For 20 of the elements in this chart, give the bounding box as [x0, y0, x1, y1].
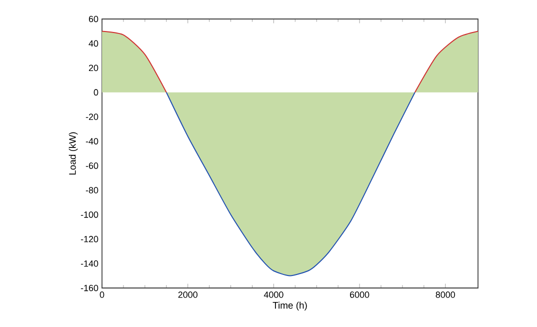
y-tick-label: 40	[88, 40, 98, 47]
x-tick-label: 2000	[178, 292, 198, 298]
y-tick-label: -140	[80, 260, 98, 267]
y-tick-label: 20	[88, 64, 98, 72]
y-tick-label: -40	[86, 138, 98, 144]
line-series	[166, 92, 416, 276]
y-tick-label: -60	[86, 162, 98, 169]
x-axis-title: Time (h)	[272, 302, 307, 311]
y-tick-label: -160	[80, 284, 98, 292]
y-tick-label: 0	[94, 89, 98, 96]
y-tick-label: 60	[88, 16, 98, 22]
x-tick-label: 4000	[264, 292, 284, 298]
x-tick-label: 0	[100, 292, 104, 298]
x-tick-label: 8000	[436, 292, 456, 298]
y-tick-label: -120	[80, 236, 98, 242]
y-tick-label: -20	[86, 114, 98, 120]
y-tick-label: -80	[86, 187, 98, 194]
y-axis-title: Load (kW)	[68, 132, 78, 175]
y-tick-label: -100	[80, 211, 98, 218]
x-tick-label: 6000	[350, 292, 370, 298]
